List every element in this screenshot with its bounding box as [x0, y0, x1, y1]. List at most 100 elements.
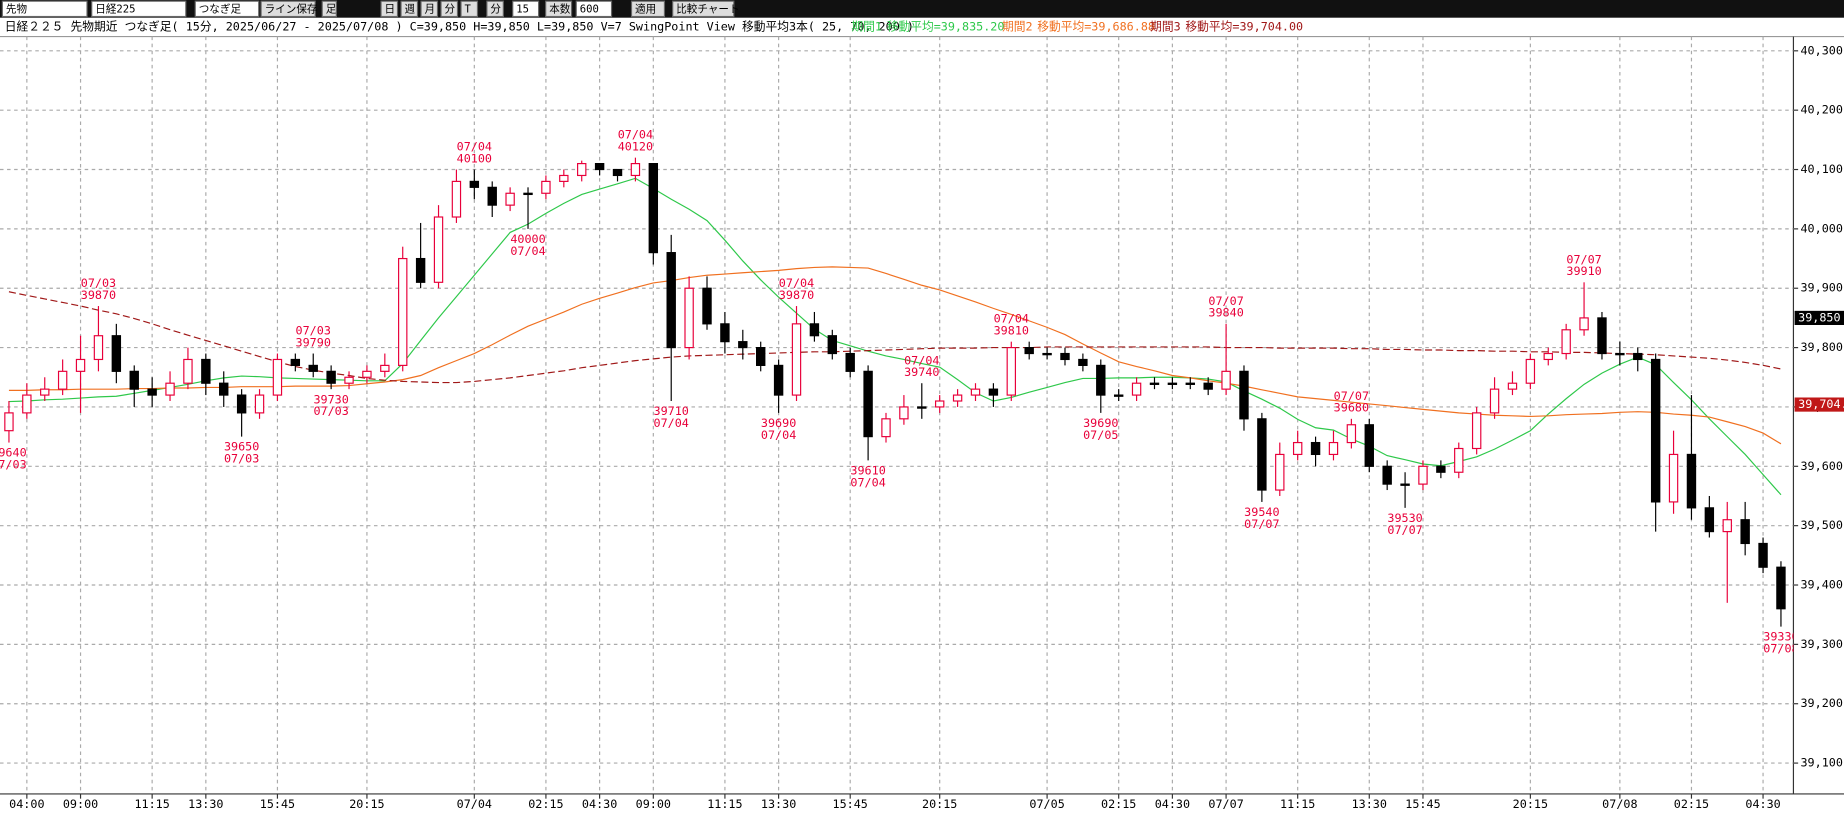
toolbar-item[interactable]: 足 [321, 0, 337, 18]
toolbar-button[interactable] [630, 0, 666, 18]
x-tick-label: 15:45 [833, 797, 868, 811]
swing-high-price: 39680 [1334, 401, 1369, 415]
toolbar-button[interactable] [1, 0, 88, 18]
candle-body [1328, 441, 1339, 456]
candle-body [1185, 382, 1195, 385]
swing-high-date: 07/07 [1566, 252, 1601, 266]
legend-name: 期間3 [1150, 20, 1181, 34]
legend-label: 移動平均=39,704.00 [1185, 20, 1303, 34]
candle-body [1167, 382, 1178, 385]
swing-high-price: 40100 [457, 151, 492, 165]
toolbar-item[interactable]: 日 [380, 0, 399, 18]
candle-body [75, 358, 86, 372]
candle-body [219, 382, 229, 396]
toolbar-item[interactable]: 日経225 [91, 0, 187, 18]
candle-body [1615, 352, 1625, 356]
toolbar-item[interactable]: つなぎ足 [194, 0, 260, 18]
toolbar-item[interactable]: 分 [440, 0, 459, 18]
candle-body [1149, 382, 1160, 385]
swing-low-date: 07/03 [224, 452, 259, 466]
toolbar-label[interactable]: 分 [490, 3, 501, 15]
toolbar-button[interactable] [512, 0, 540, 18]
toolbar-button[interactable] [321, 0, 337, 18]
candle-body [773, 364, 784, 396]
candle-body [272, 358, 283, 396]
toolbar-button[interactable] [460, 0, 479, 18]
y-tick-label: 39,300 [1800, 637, 1842, 651]
y-tick-label: 39,800 [1800, 340, 1842, 354]
candle-body [1078, 358, 1088, 366]
swing-low-date: 07/04 [654, 416, 689, 430]
toolbar-button[interactable] [440, 0, 459, 18]
candle-body [684, 287, 694, 349]
candle-body [344, 376, 354, 384]
swing-high-date: 07/03 [296, 324, 331, 338]
toolbar-button[interactable] [260, 0, 316, 18]
toolbar-item[interactable]: 15 [512, 0, 540, 18]
toolbar-label[interactable]: 日経225 [95, 2, 135, 15]
candle-body [827, 335, 838, 355]
toolbar-label[interactable]: 足 [326, 3, 337, 15]
toolbar-label[interactable]: 日 [385, 3, 396, 15]
toolbar-label[interactable]: 比較チャート [676, 2, 739, 15]
x-tick-label: 13:30 [1352, 797, 1387, 811]
swing-low-price: 39690 [1083, 416, 1118, 430]
swing-low-date: 07/07 [1244, 517, 1279, 531]
toolbar-item[interactable]: 本数 [545, 0, 573, 18]
toolbar-label[interactable]: T [465, 3, 472, 15]
y-tick-label: 39,500 [1800, 518, 1842, 532]
price-tag-label: 39,850 [1798, 310, 1840, 324]
swing-low-price: 39730 [313, 392, 348, 406]
toolbar-label[interactable]: 分 [445, 3, 456, 15]
toolbar-item[interactable]: 適用 [630, 0, 666, 18]
toolbar-label[interactable]: 週 [405, 3, 416, 15]
candle-body [254, 394, 265, 414]
x-tick-label: 07/08 [1602, 797, 1637, 811]
toolbar-item[interactable]: 月 [420, 0, 439, 18]
swing-high-price: 39740 [904, 365, 939, 379]
toolbar-button[interactable] [400, 0, 419, 18]
swing-high-price: 39870 [779, 288, 814, 302]
toolbar-item[interactable]: 600 [575, 0, 613, 18]
toolbar-item[interactable]: 分 [486, 0, 504, 18]
x-tick-label: 15:45 [260, 797, 295, 811]
toolbar-item[interactable]: 週 [400, 0, 419, 18]
toolbar-label[interactable]: 適用 [635, 2, 656, 15]
toolbar-label[interactable]: ライン保存 [265, 2, 318, 15]
toolbar-button[interactable] [380, 0, 399, 18]
candle-body [577, 163, 587, 177]
toolbar-button[interactable] [486, 0, 504, 18]
candle-body [952, 394, 963, 402]
toolbar-label[interactable]: 600 [580, 3, 599, 15]
toolbar-label[interactable]: 月 [425, 3, 436, 15]
toolbar-label[interactable]: 本数 [549, 2, 571, 15]
toolbar-button[interactable] [194, 0, 260, 18]
candle-body [1722, 519, 1732, 533]
candle-body [236, 394, 247, 414]
toolbar-label[interactable]: つなぎ足 [199, 2, 242, 15]
candle-body [612, 168, 623, 177]
candle-body [863, 370, 873, 438]
toolbar-item[interactable]: 比較チャート [672, 0, 740, 18]
candle-body [702, 287, 712, 325]
x-tick-label: 07/07 [1208, 797, 1243, 811]
toolbar-button[interactable] [91, 0, 187, 18]
candle-body [1131, 382, 1142, 396]
candle-body [1346, 424, 1357, 444]
candle-body [183, 358, 193, 384]
candle-body [1203, 382, 1213, 390]
toolbar-item[interactable]: T [460, 0, 479, 18]
toolbar-button[interactable] [575, 0, 613, 18]
toolbar-button[interactable] [420, 0, 439, 18]
swing-low-date: 07/07 [1387, 523, 1422, 537]
swing-low-price: 39530 [1387, 511, 1422, 525]
candle-body [433, 216, 444, 283]
toolbar-item[interactable]: 先物 [1, 0, 88, 18]
candle-body [970, 388, 981, 396]
candle-body [1543, 352, 1553, 361]
toolbar-item[interactable]: ライン保存 [260, 0, 318, 18]
toolbar-button[interactable] [672, 0, 735, 18]
toolbar-label[interactable]: 15 [516, 3, 529, 15]
toolbar-button[interactable] [545, 0, 573, 18]
toolbar-label[interactable]: 先物 [6, 2, 28, 15]
